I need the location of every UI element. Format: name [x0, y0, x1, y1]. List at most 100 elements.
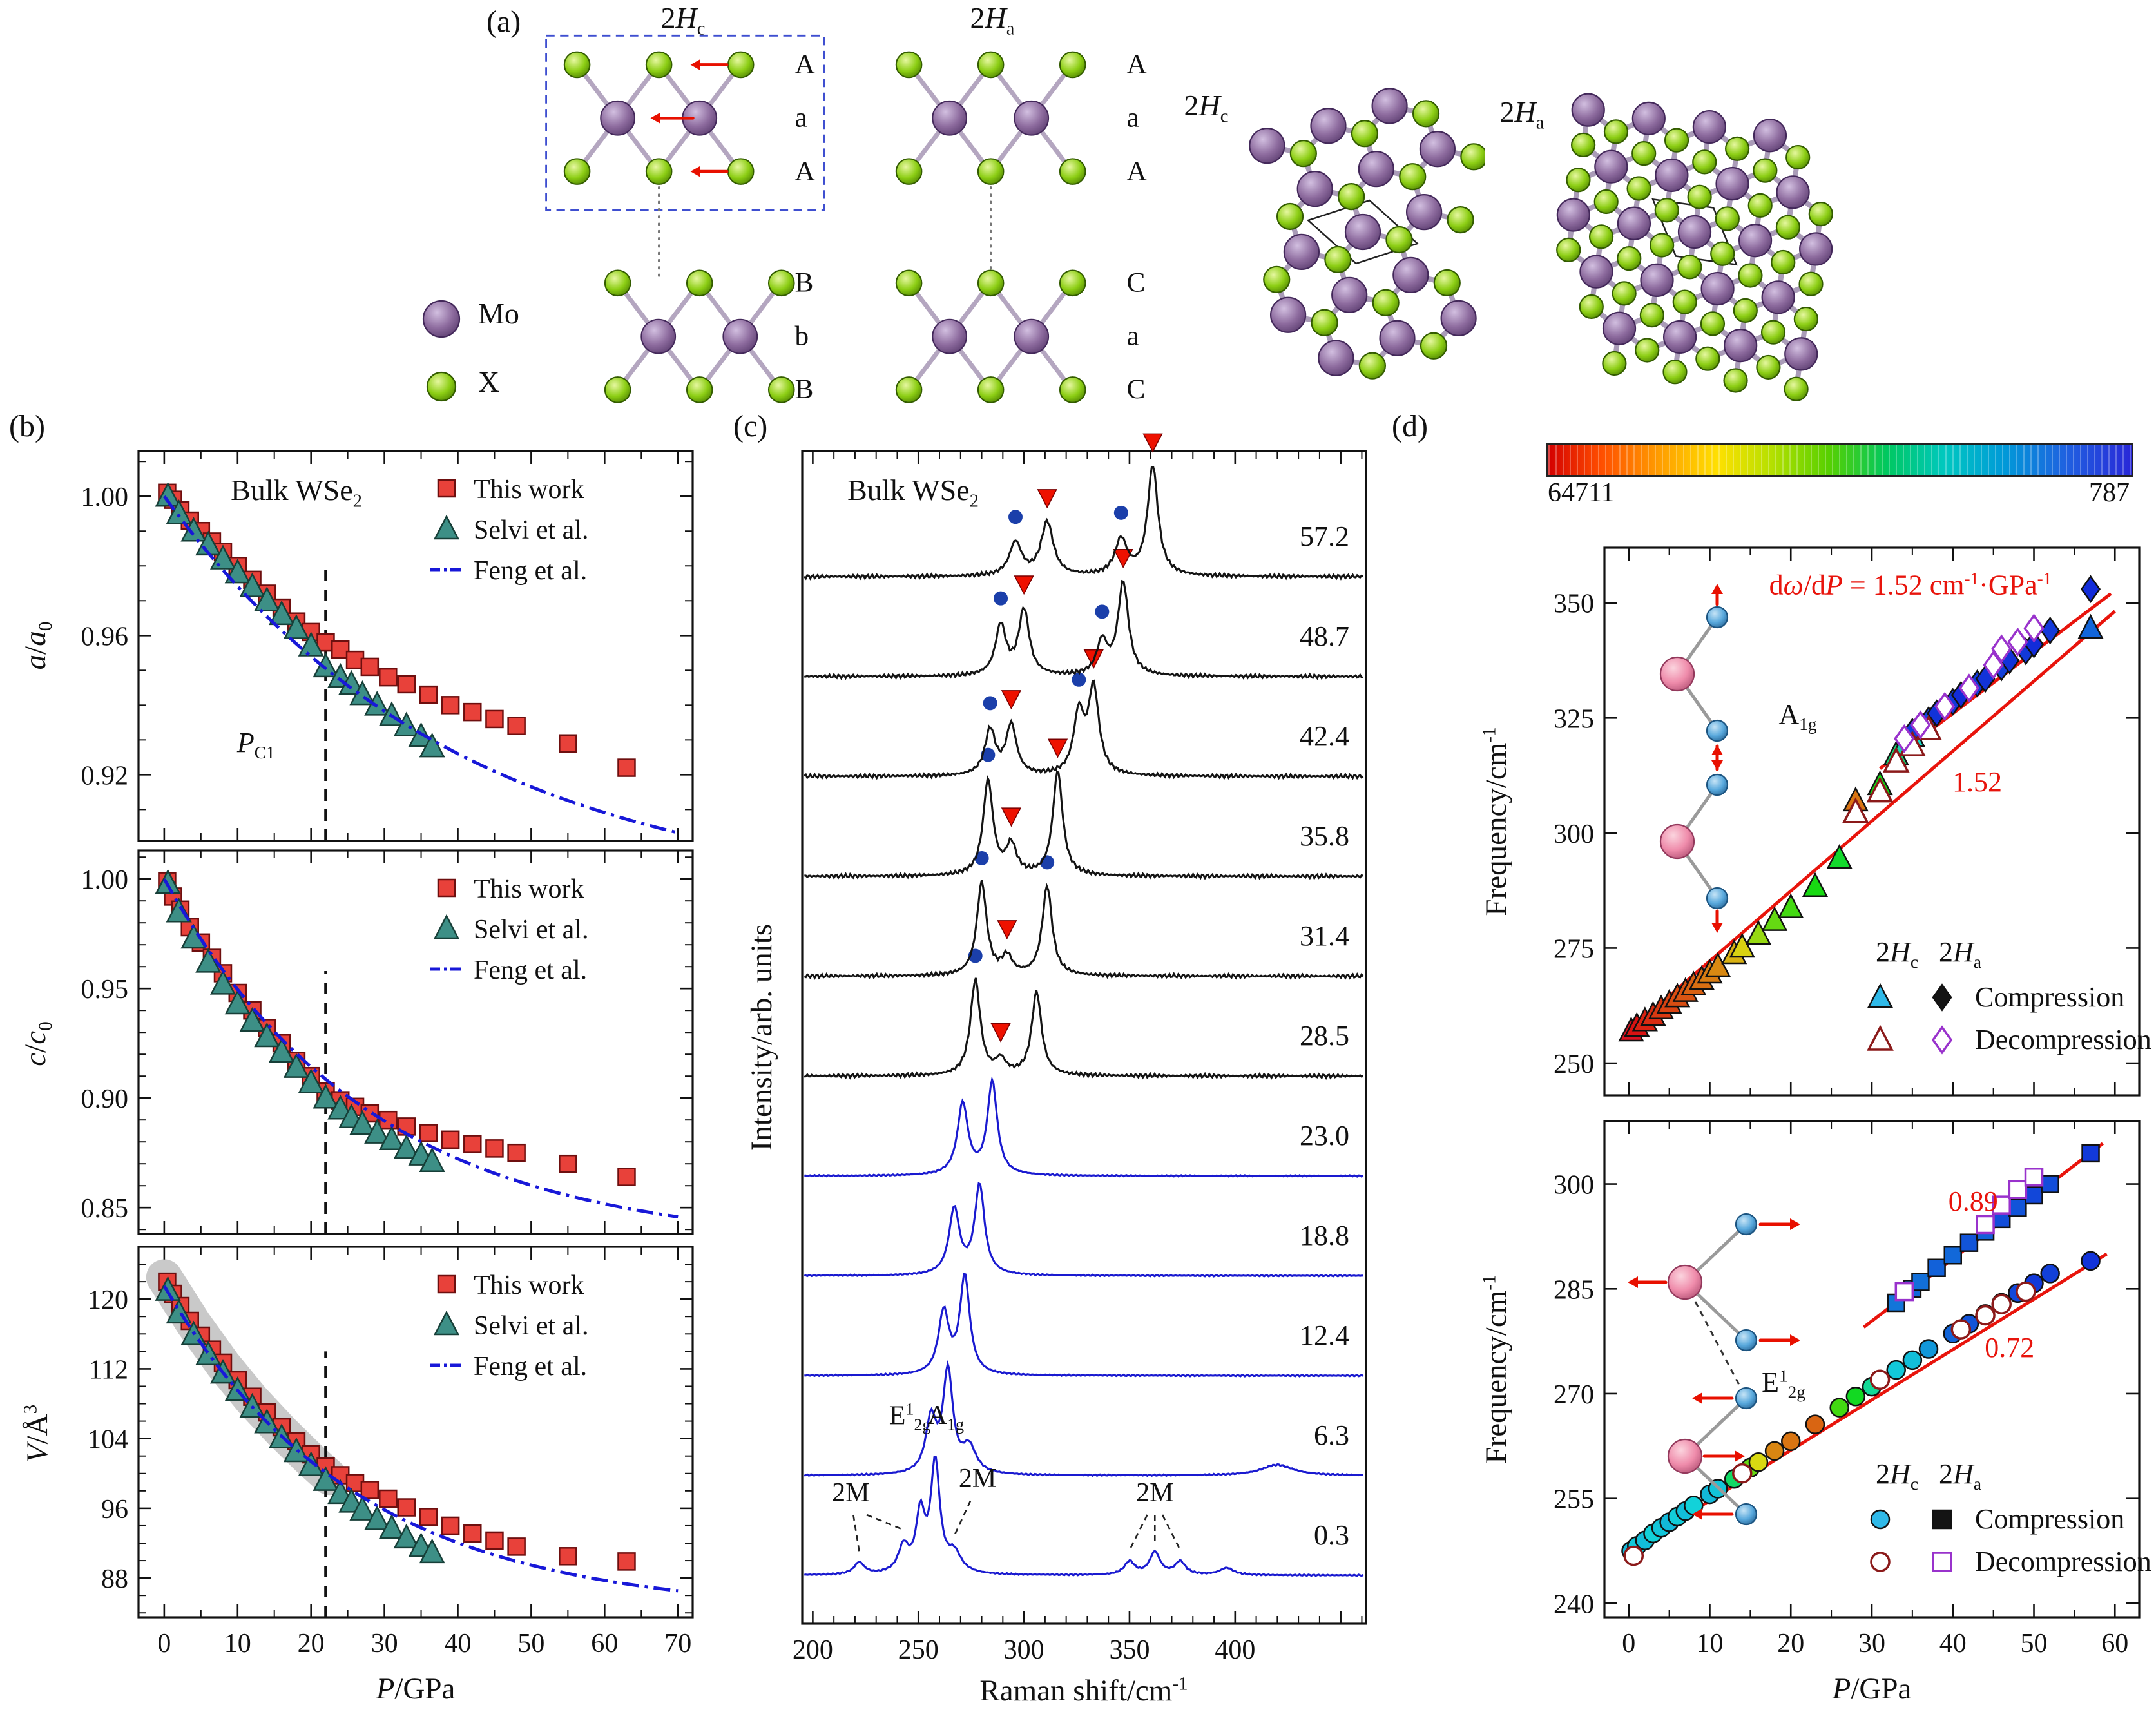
data-point [1869, 1369, 1891, 1390]
tick-label: 60 [591, 1629, 618, 1659]
tick-label: 0.96 [81, 622, 129, 651]
legend-entry: Feng et al. [474, 556, 587, 586]
atom-sphere [640, 318, 677, 354]
data-point [393, 1134, 419, 1159]
atom-sphere [1556, 237, 1581, 262]
atom-sphere [722, 318, 758, 354]
data-point [1958, 673, 1980, 703]
data-point [360, 657, 380, 677]
data-point [1780, 1431, 1801, 1451]
data-point [419, 1147, 445, 1173]
data-point [2041, 1175, 2059, 1193]
data-point [155, 482, 181, 507]
legend-top: 2Hc 2Ha Compression Decompression [1865, 936, 2151, 1061]
data-point [1932, 1509, 1952, 1530]
data-point [990, 1023, 1011, 1043]
pressure-label: 6.3 [1314, 1419, 1349, 1451]
data-point [2024, 1168, 2044, 1187]
series-feng-et-al. [162, 495, 679, 834]
xlabel-pressure-b: P/GPa [376, 1672, 456, 1706]
stack-label: B [794, 267, 813, 298]
data-point [327, 1479, 354, 1505]
diamond-filled-icon [1932, 983, 1952, 1012]
pressure-label: 42.4 [1300, 720, 1349, 752]
atom-sphere [1776, 175, 1810, 209]
atom-sphere [1640, 263, 1674, 297]
atom-sphere [1344, 213, 1381, 251]
atom-sphere [1617, 206, 1651, 240]
data-point [1911, 1273, 1930, 1291]
ylabel-c-ratio: c/c0 [18, 1021, 57, 1066]
data-point [1959, 1233, 1979, 1252]
data-point [1014, 575, 1034, 595]
atom-sphere [1725, 136, 1750, 161]
atom-sphere [1659, 823, 1695, 860]
atom-sphere [1318, 340, 1354, 376]
tick-label: 40 [1939, 1629, 1967, 1659]
atom-sphere [1735, 1329, 1758, 1352]
peak-marker-blue [1072, 672, 1086, 687]
triangle-filled-icon [1867, 983, 1894, 1008]
pc1-label: PC1 [236, 727, 275, 763]
atom-sphere [426, 371, 457, 402]
pressure-label: 48.7 [1300, 620, 1349, 652]
series-decompression-2ha [1894, 613, 2045, 754]
atom-sphere [1799, 232, 1833, 266]
atom-sphere [977, 269, 1005, 297]
atom-sphere [1579, 294, 1604, 320]
data-point [393, 1523, 419, 1549]
slope-annotation: dω/dP = 1.52 cm-1·GPa-1 [1769, 568, 2052, 601]
atom-sphere [1603, 119, 1629, 144]
data-point [1802, 872, 1829, 897]
atom-sphere [1593, 189, 1619, 215]
spectrum-23.0 [804, 1075, 1364, 1178]
data-point [997, 920, 1017, 940]
atom-sphere [1579, 255, 1613, 289]
data-point [2081, 1251, 2101, 1271]
data-point [1931, 1025, 1953, 1055]
data-point [1975, 1305, 1996, 1326]
colorbar-left-value: 64711 [1548, 478, 1615, 508]
atom-sphere [1706, 719, 1729, 742]
atom-sphere [1412, 100, 1440, 128]
atom-sphere [1785, 144, 1811, 170]
stack-label: b [794, 320, 809, 351]
peak-marker-blue [1113, 505, 1128, 520]
data-point [364, 1119, 390, 1144]
legend-row-decompression: Decompression [1865, 1019, 2151, 1061]
data-point [1732, 1463, 1753, 1484]
stack-label: a [1126, 320, 1139, 351]
tick-label: 270 [1554, 1380, 1594, 1410]
atom-sphere [1733, 298, 1758, 323]
atom-sphere [1723, 368, 1748, 393]
tick-label: 350 [1554, 590, 1594, 619]
intensity-colorbar [1546, 443, 2133, 477]
stack-label: A [794, 49, 814, 80]
atom-sphere [1358, 151, 1394, 188]
tick-label: 30 [371, 1629, 398, 1659]
data-point [313, 1083, 339, 1109]
pressure-label: 31.4 [1300, 920, 1349, 952]
data-point [437, 878, 456, 898]
atom-sphere [1664, 128, 1689, 153]
series-feng-et-al. [162, 878, 679, 1218]
spectrum-0.3 [804, 1456, 1364, 1577]
atom-sphere [1663, 320, 1697, 354]
atom-sphere [1631, 141, 1657, 166]
legend-entry: Feng et al. [474, 1352, 587, 1381]
atom-sphere [1700, 311, 1726, 336]
tick-label: 0.92 [81, 761, 129, 791]
tick-label: 10 [1696, 1629, 1723, 1659]
atom-legend-spheres [422, 300, 461, 402]
legend-top-header: 2Hc 2Ha [1865, 936, 2151, 972]
atom-sphere [563, 51, 591, 79]
atom-sphere [1588, 224, 1614, 249]
data-point [1762, 906, 1788, 931]
atom-sphere [1687, 184, 1712, 209]
tick-label: 300 [1554, 820, 1594, 849]
mode-label: E12g [889, 1399, 931, 1434]
atom-sphere [563, 158, 591, 185]
atom-sphere [1672, 289, 1697, 314]
data-point [1991, 1294, 2012, 1314]
atom-sphere [1761, 280, 1795, 314]
